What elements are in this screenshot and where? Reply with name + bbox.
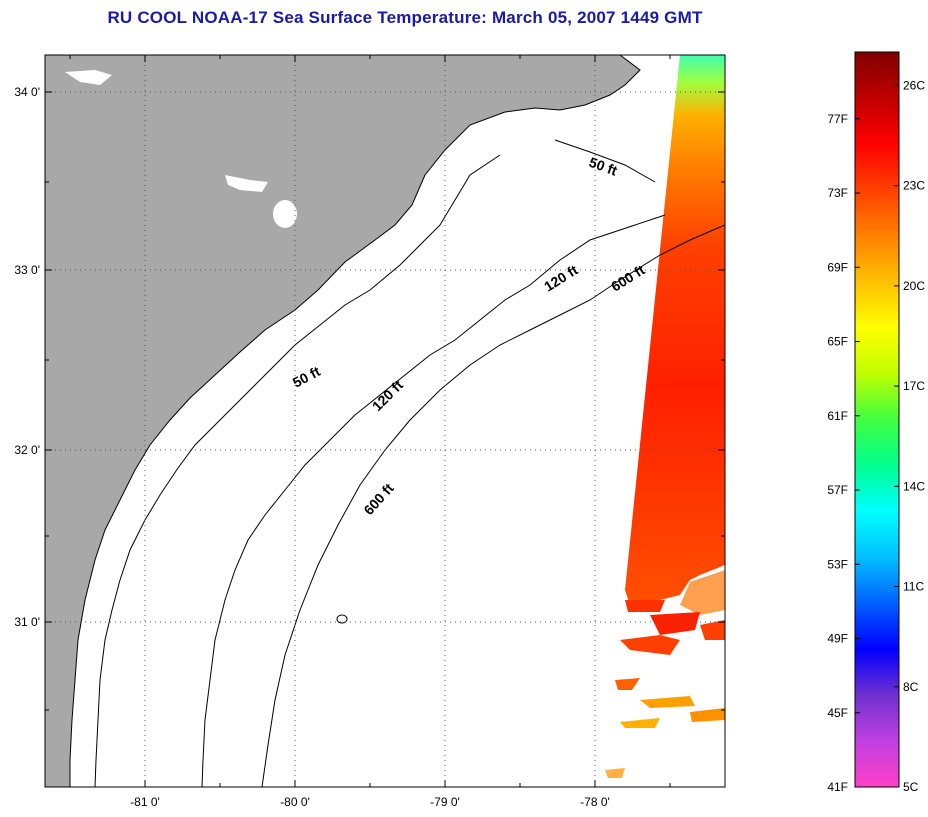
map-title: RU COOL NOAA-17 Sea Surface Temperature:… (107, 8, 703, 27)
sst-swath (625, 55, 725, 605)
contour-600ft (261, 224, 725, 787)
lat-label: 31 0' (14, 615, 40, 629)
lat-label: 32 0' (14, 443, 40, 457)
lon-label: -79 0' (430, 795, 460, 809)
lon-label: -81 0' (130, 795, 160, 809)
lon-label: -78 0' (580, 795, 610, 809)
contour-120ft (201, 214, 666, 787)
lat-label: 34 0' (14, 85, 40, 99)
lon-label: -80 0' (280, 795, 310, 809)
contour-50ft (94, 139, 656, 787)
land-mass (45, 55, 640, 787)
lat-label: 33 0' (14, 263, 40, 277)
